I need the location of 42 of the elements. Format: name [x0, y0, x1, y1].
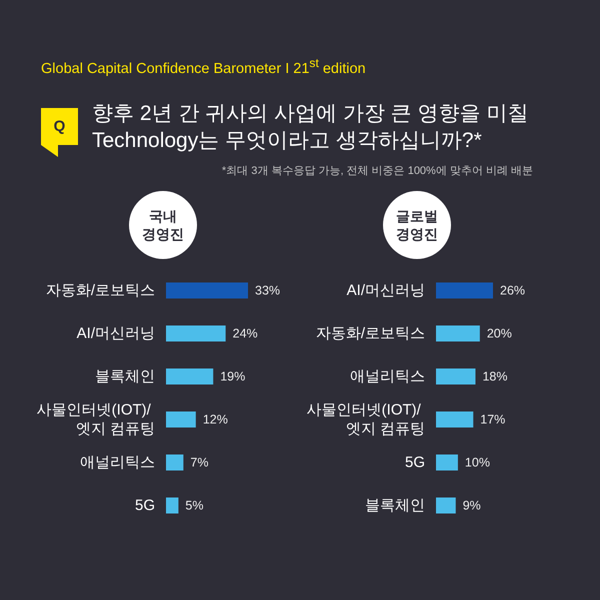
data-label: 19% — [220, 370, 246, 384]
bar — [166, 282, 248, 298]
bar — [436, 498, 456, 514]
data-label: 33% — [255, 284, 280, 298]
y-tick-label: 애널리틱스 — [350, 368, 425, 385]
data-label: 7% — [190, 456, 208, 470]
y-tick-label: 사물인터넷(IOT)/ 엣지 컴퓨팅 — [36, 402, 155, 438]
bar — [166, 412, 196, 428]
data-label: 10% — [464, 456, 490, 470]
data-label: 26% — [500, 284, 526, 298]
text: 향후 2년 간 귀사의 사업에 가장 큰 영향을 미칠 Technology는 무엇이라고 생각하십니까?* — [92, 101, 530, 154]
bar — [166, 498, 178, 514]
data-label: 17% — [480, 412, 506, 426]
y-tick-label: AI/머신러닝 — [76, 325, 155, 342]
bar — [436, 454, 458, 470]
y-tick-label: AI/머신러닝 — [346, 282, 425, 299]
y-tick-label: 5G — [404, 454, 425, 471]
data-label: 5% — [185, 498, 204, 512]
y-tick-label: 5G — [134, 497, 155, 514]
bar — [436, 326, 480, 342]
bar — [166, 368, 214, 384]
chart-title: 글로벌 경영진 — [395, 207, 439, 243]
bar — [166, 326, 226, 342]
bar — [166, 454, 184, 470]
bar — [436, 368, 476, 384]
data-label: 24% — [232, 326, 258, 340]
y-tick-label: 자동화/로보틱스 — [46, 282, 155, 299]
data-label: 20% — [486, 326, 512, 340]
y-tick-label: 사물인터넷(IOT)/ 엣지 컴퓨팅 — [306, 402, 425, 438]
bar — [436, 282, 493, 298]
text: Global Capital Confidence Barometer I 21$^{st}$ edition — [41, 56, 366, 77]
y-tick-label: 자동화/로보틱스 — [316, 325, 425, 342]
text: Q — [52, 117, 66, 137]
y-tick-label: 블록체인 — [365, 497, 425, 514]
y-tick-label: 블록체인 — [95, 368, 155, 385]
chart-title: 국내 경영진 — [141, 207, 185, 243]
data-label: 12% — [202, 412, 228, 426]
y-tick-label: 애널리틱스 — [80, 454, 155, 471]
data-label: 9% — [462, 498, 481, 512]
bar — [436, 412, 474, 428]
text: *최대 3개 복수응답 가능, 전체 비중은 100%에 맞추어 비례 배분 — [222, 164, 533, 178]
data-label: 18% — [482, 370, 508, 384]
